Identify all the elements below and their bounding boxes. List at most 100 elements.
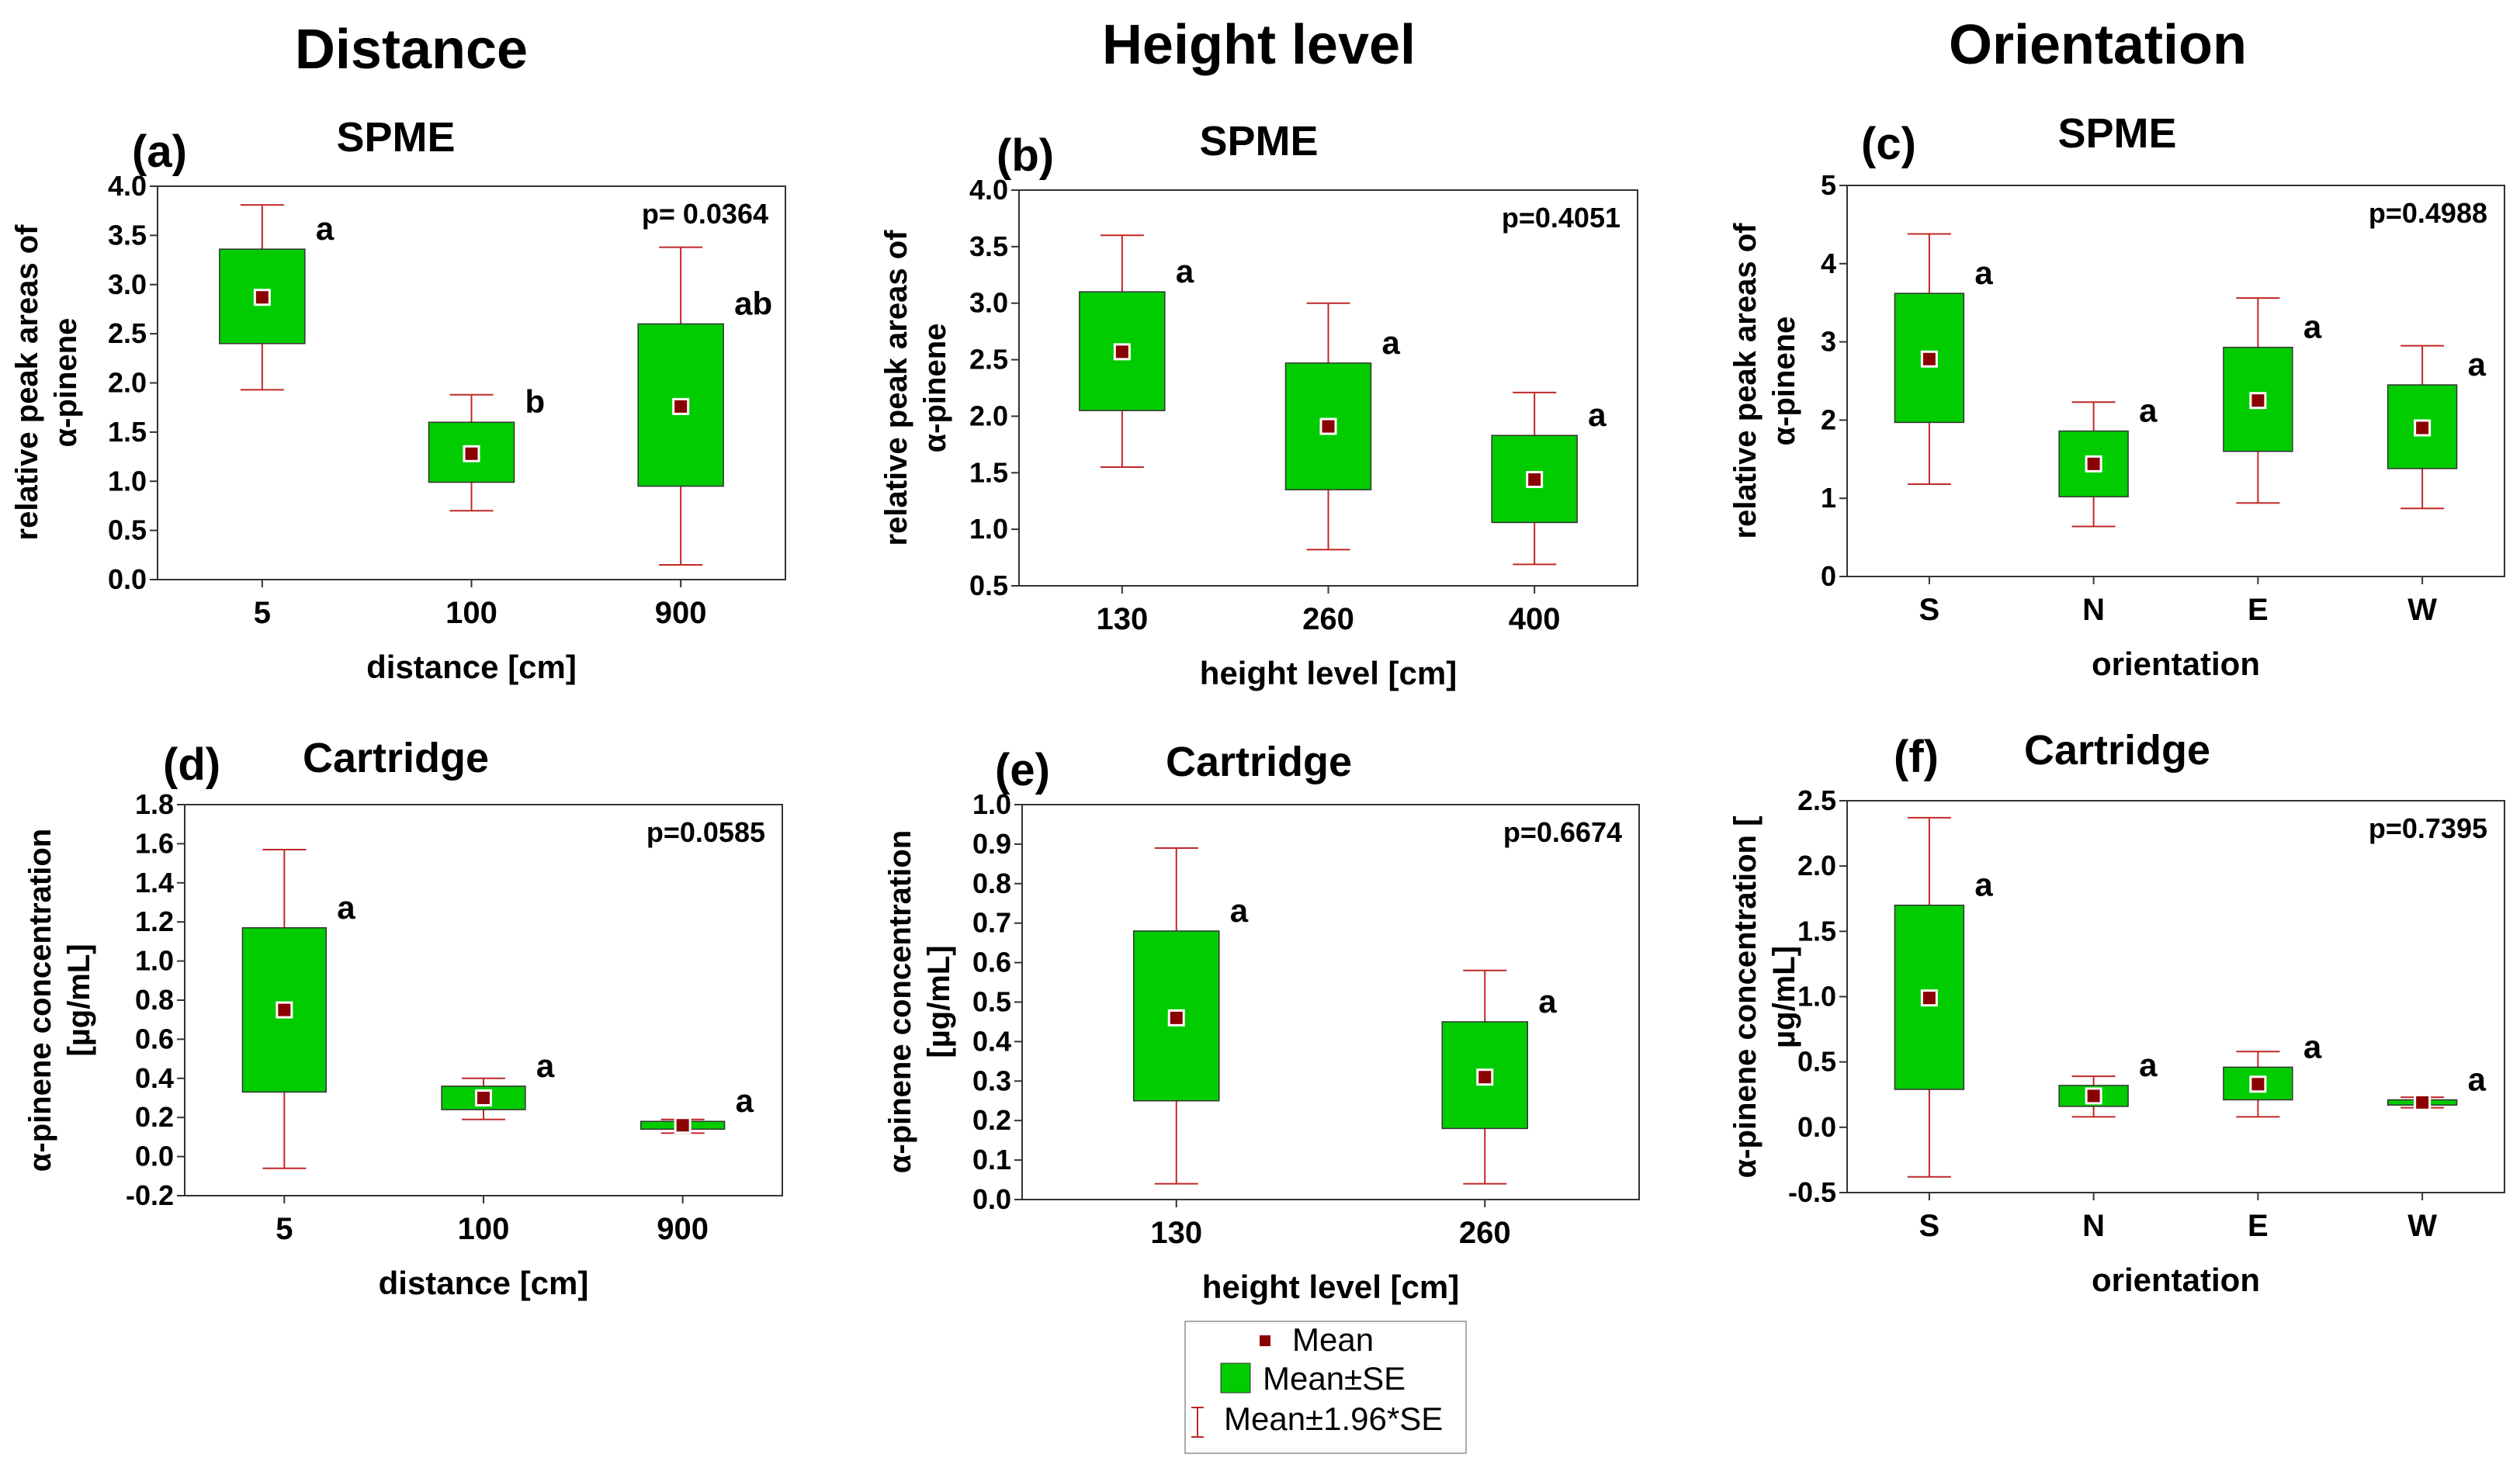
mean-marker: [1922, 992, 1936, 1005]
x-tick-label: 260: [1459, 1216, 1511, 1250]
mean-marker: [477, 1092, 490, 1104]
x-tick-label: E: [2248, 1209, 2269, 1243]
x-axis-label: height level [cm]: [1202, 1269, 1459, 1305]
x-tick-label: S: [1919, 1209, 1940, 1243]
x-tick-label: N: [2082, 593, 2105, 627]
y-axis-label-line: α-pinene: [49, 318, 83, 448]
y-axis-label-line: µg/mL]: [1767, 946, 1801, 1048]
significance-letter: a: [2303, 1028, 2322, 1065]
significance-letter: a: [736, 1082, 754, 1119]
y-tick-label: 2.5: [969, 344, 1008, 376]
x-tick-label: 260: [1302, 602, 1354, 636]
mean-marker: [2416, 421, 2429, 435]
y-tick-label: 1.6: [135, 827, 174, 859]
panel-tag: (d): [163, 739, 220, 790]
x-tick-label: S: [1919, 593, 1940, 627]
mean-marker: [1115, 345, 1128, 358]
panel-a: (a) SPME p= 0.0364 0.0 0.5 1.0 1.5 2.0 2.5 3.0 3.5…: [10, 114, 786, 685]
mean-marker: [676, 1119, 689, 1132]
x-tick-label: W: [2407, 1209, 2437, 1243]
y-tick-label: 0.5: [972, 986, 1011, 1018]
y-tick-label: 3.5: [969, 230, 1008, 262]
x-tick-label: 5: [254, 596, 271, 630]
x-tick-label: 130: [1096, 602, 1148, 636]
y-axis-label-line: α-pinene concentration [: [1728, 816, 1763, 1179]
panel-tag: (e): [995, 745, 1050, 795]
mean-marker: [1170, 1011, 1183, 1024]
mean-marker: [1922, 352, 1936, 365]
mean-marker: [1478, 1071, 1492, 1084]
x-axis-label: height level [cm]: [1200, 655, 1457, 691]
panel-tag: (a): [132, 126, 187, 177]
significance-letter: a: [1382, 324, 1401, 361]
y-tick-label: 2.5: [108, 317, 147, 349]
y-tick-label: 0.0: [108, 563, 147, 595]
y-tick-label: 2.5: [1797, 784, 1836, 816]
y-tick-label: 1.8: [135, 788, 174, 820]
legend-se-label: Mean±SE: [1263, 1360, 1406, 1397]
mean-marker: [2416, 1096, 2429, 1109]
panel-title: Cartridge: [1166, 739, 1352, 785]
y-axis-label: relative peak areas of α-pinene: [10, 224, 83, 541]
column-header-orientation: Orientation: [1949, 14, 2247, 76]
y-tick-label: 0.2: [972, 1104, 1011, 1136]
significance-letter: a: [1230, 892, 1249, 929]
y-tick-label: 1.2: [135, 905, 174, 937]
legend-se-swatch: [1220, 1362, 1251, 1394]
y-tick-label: 3.0: [969, 287, 1008, 319]
y-axis-label-line: relative peak areas of: [879, 230, 913, 546]
y-tick-label: 0.1: [972, 1144, 1011, 1175]
panel-title: Cartridge: [303, 735, 489, 781]
significance-letter: ab: [734, 285, 772, 321]
significance-letter: a: [1974, 254, 1993, 291]
mean-marker: [278, 1003, 291, 1016]
significance-letter: a: [1538, 983, 1557, 1020]
significance-letter: b: [525, 383, 546, 420]
y-tick-label: 0.4: [135, 1062, 174, 1094]
x-axis-label: distance [cm]: [379, 1265, 589, 1301]
y-tick-label: 0.6: [135, 1023, 174, 1054]
significance-letter: a: [1974, 867, 1993, 903]
p-value: p=0.4051: [1502, 202, 1620, 234]
y-tick-label: 0.8: [972, 867, 1011, 899]
y-tick-label: 0.8: [135, 984, 174, 1016]
y-tick-label: 2.0: [1797, 850, 1836, 881]
panel-title: SPME: [336, 114, 455, 161]
panels: (a) SPME p= 0.0364 0.0 0.5 1.0 1.5 2.0 2.5 3.0 3.5…: [10, 110, 2505, 1305]
mean-marker: [2087, 1089, 2100, 1103]
x-tick-label: 900: [655, 596, 707, 630]
p-value: p=0.4988: [2369, 197, 2487, 229]
y-axis-label-line: relative peak areas of: [1728, 223, 1763, 539]
column-header-height-level: Height level: [1102, 14, 1416, 76]
y-tick-label: 1.5: [969, 456, 1008, 488]
mean-marker: [255, 291, 269, 304]
x-tick-label: 130: [1150, 1216, 1202, 1250]
y-tick-label: 0.2: [135, 1101, 174, 1133]
significance-letter: a: [2139, 393, 2158, 429]
y-axis-label-line: [µg/mL]: [922, 945, 956, 1058]
panel-c: (c) SPME p=0.4988 0 1 2 3 4 5 relative peak areas…: [1728, 110, 2505, 682]
y-axis-label-line: α-pinene concentration: [23, 829, 57, 1172]
x-tick-label: 100: [458, 1212, 510, 1246]
significance-letter: a: [1588, 396, 1607, 433]
y-axis-label: α-pinene concentration [µg/mL]: [23, 829, 96, 1172]
y-tick-label: 1: [1821, 482, 1836, 514]
significance-letter: a: [2468, 1061, 2487, 1097]
legend-mean-label: Mean: [1292, 1321, 1374, 1358]
y-tick-label: 0.4: [972, 1025, 1011, 1057]
x-tick-label: 900: [657, 1212, 709, 1246]
y-tick-label: 4.0: [969, 174, 1008, 206]
y-tick-label: 1.4: [135, 867, 174, 899]
x-axis-label: distance [cm]: [366, 649, 577, 685]
y-axis-label: relative peak areas of α-pinene: [879, 230, 952, 546]
significance-letter: a: [337, 889, 355, 926]
y-tick-label: 3.0: [108, 268, 147, 300]
y-tick-label: 0.0: [1797, 1111, 1836, 1143]
y-tick-label: 0.9: [972, 828, 1011, 860]
y-tick-label: 1.5: [108, 416, 147, 448]
x-tick-label: N: [2082, 1209, 2105, 1243]
significance-letter: a: [2139, 1047, 2158, 1083]
legend-ci-label: Mean±1.96*SE: [1224, 1401, 1443, 1437]
y-tick-label: 0.5: [1797, 1046, 1836, 1078]
